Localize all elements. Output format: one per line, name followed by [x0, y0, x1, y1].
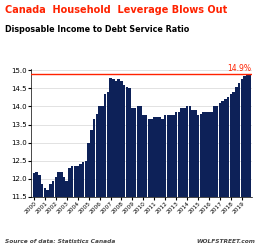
Text: 14.9%: 14.9%	[228, 64, 251, 73]
Bar	[112, 79, 114, 246]
Bar	[60, 171, 63, 246]
Bar	[139, 107, 142, 246]
Bar	[49, 184, 51, 246]
Bar	[90, 130, 93, 246]
Bar	[240, 79, 243, 246]
Text: Canada  Household  Leverage Blows Out: Canada Household Leverage Blows Out	[5, 5, 227, 15]
Bar	[243, 76, 246, 246]
Bar	[46, 190, 49, 246]
Bar	[238, 83, 240, 246]
Text: Source of data: Statistics Canada: Source of data: Statistics Canada	[5, 239, 116, 244]
Bar	[74, 166, 76, 246]
Bar	[107, 92, 109, 246]
Bar	[249, 75, 251, 246]
Bar	[96, 114, 98, 246]
Bar	[167, 115, 169, 246]
Bar	[178, 112, 180, 246]
Bar	[76, 166, 79, 246]
Bar	[175, 112, 177, 246]
Text: WOLFSTREET.com: WOLFSTREET.com	[196, 239, 255, 244]
Bar	[52, 181, 54, 246]
Bar	[170, 115, 172, 246]
Bar	[136, 107, 139, 246]
Bar	[205, 112, 207, 246]
Bar	[118, 79, 120, 246]
Bar	[159, 117, 161, 246]
Bar	[38, 175, 41, 246]
Bar	[199, 114, 202, 246]
Bar	[188, 107, 191, 246]
Bar	[93, 119, 95, 246]
Bar	[194, 110, 197, 246]
Bar	[131, 108, 134, 246]
Bar	[123, 85, 126, 246]
Bar	[109, 77, 112, 246]
Bar	[232, 92, 235, 246]
Bar	[202, 112, 205, 246]
Bar	[134, 108, 136, 246]
Bar	[183, 108, 186, 246]
Bar	[150, 119, 153, 246]
Bar	[79, 164, 82, 246]
Bar	[120, 81, 123, 246]
Bar	[180, 108, 183, 246]
Bar	[186, 107, 188, 246]
Bar	[126, 87, 128, 246]
Bar	[128, 88, 131, 246]
Bar	[227, 97, 229, 246]
Bar	[161, 119, 164, 246]
Bar	[55, 177, 57, 246]
Bar	[41, 184, 43, 246]
Bar	[191, 110, 194, 246]
Bar	[71, 166, 74, 246]
Bar	[63, 177, 65, 246]
Bar	[33, 173, 35, 246]
Bar	[145, 115, 147, 246]
Bar	[66, 181, 68, 246]
Bar	[35, 171, 38, 246]
Bar	[210, 112, 213, 246]
Bar	[216, 107, 218, 246]
Bar	[104, 94, 106, 246]
Bar	[213, 107, 216, 246]
Bar	[68, 168, 71, 246]
Bar	[44, 188, 46, 246]
Bar	[246, 74, 249, 246]
Text: Disposable Income to Debt Service Ratio: Disposable Income to Debt Service Ratio	[5, 25, 190, 34]
Bar	[230, 94, 232, 246]
Bar	[82, 162, 85, 246]
Bar	[85, 161, 87, 246]
Bar	[208, 112, 210, 246]
Bar	[219, 103, 221, 246]
Bar	[87, 143, 90, 246]
Bar	[98, 107, 101, 246]
Bar	[235, 87, 238, 246]
Bar	[115, 81, 117, 246]
Bar	[142, 115, 145, 246]
Bar	[224, 99, 227, 246]
Bar	[172, 115, 175, 246]
Bar	[57, 171, 60, 246]
Bar	[222, 101, 224, 246]
Bar	[101, 107, 103, 246]
Bar	[197, 115, 199, 246]
Bar	[164, 115, 166, 246]
Bar	[153, 117, 155, 246]
Bar	[148, 119, 150, 246]
Bar	[156, 117, 158, 246]
